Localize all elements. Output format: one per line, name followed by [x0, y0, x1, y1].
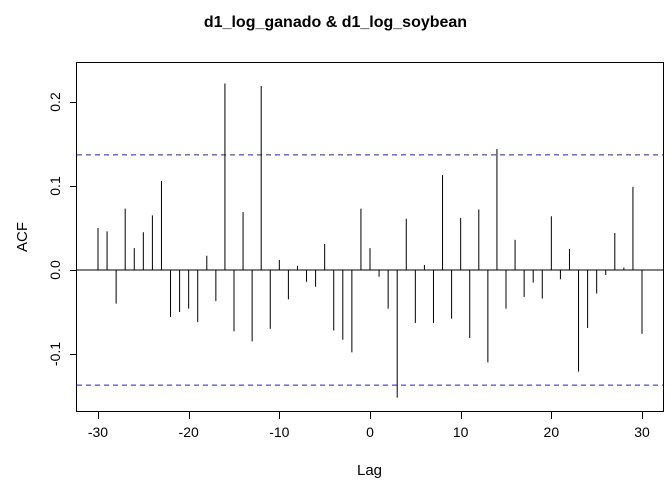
plot-border: [76, 62, 664, 412]
y-axis-tick-label: 0.0: [47, 260, 63, 280]
x-axis-title: Lag: [356, 462, 383, 479]
x-axis-tick-label: -20: [178, 424, 199, 440]
x-axis-tick: [642, 412, 643, 419]
x-axis-tick: [551, 412, 553, 419]
y-axis-tick: [70, 270, 77, 271]
x-axis-tick: [460, 412, 462, 419]
x-axis-tick-label: 0: [366, 424, 374, 440]
x-axis-tick-label: -10: [269, 424, 290, 440]
y-axis-tick: [70, 354, 77, 355]
y-axis-title: ACF: [14, 222, 31, 252]
chart-title: d1_log_ganado & d1_log_soybean: [203, 14, 468, 31]
plot-svg: [77, 83, 663, 398]
x-axis-tick-label: 20: [543, 424, 560, 440]
y-axis-tick-label: -0.1: [47, 341, 63, 367]
y-axis-tick-label: 0.2: [47, 92, 63, 112]
y-axis-tick: [70, 186, 77, 187]
x-axis-tick-label: 30: [634, 424, 650, 440]
x-axis-tick: [279, 412, 281, 419]
x-axis-tick: [188, 412, 190, 419]
y-axis-tick-label: 0.1: [47, 176, 63, 196]
x-axis-tick: [97, 412, 99, 419]
x-axis-tick-label: 10: [452, 424, 469, 440]
x-axis-tick-label: -30: [87, 424, 109, 440]
x-axis-tick: [370, 412, 371, 419]
y-axis-tick: [70, 102, 77, 103]
